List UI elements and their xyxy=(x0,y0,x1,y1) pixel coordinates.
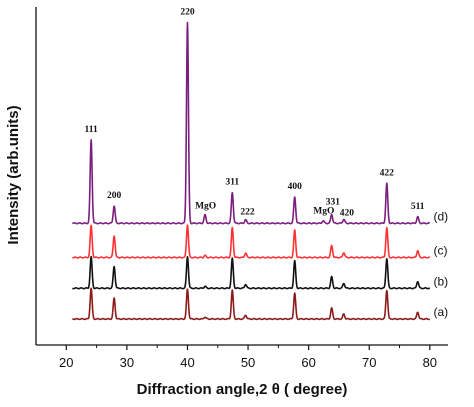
x-tick-label: 60 xyxy=(301,355,315,370)
series-label-c: (c) xyxy=(433,244,447,258)
series-line-b xyxy=(71,255,431,290)
peak-label-111: 111 xyxy=(85,125,98,135)
series-layer xyxy=(71,21,431,321)
peak-label-511: 511 xyxy=(411,202,425,212)
x-tick-label: 80 xyxy=(423,355,437,370)
peak-label-420: 420 xyxy=(340,208,355,218)
series-line-d xyxy=(71,21,431,225)
series-label-a: (a) xyxy=(433,305,448,319)
peak-label-220: 220 xyxy=(180,7,195,17)
peak-label-mgo: MgO xyxy=(313,206,334,216)
peak-label-222: 222 xyxy=(240,208,255,218)
series-line-a xyxy=(71,287,431,321)
peak-label-331: 331 xyxy=(326,197,341,207)
x-axis-ticks: 20 30 40 50 60 70 80 xyxy=(59,345,437,370)
x-axis-title: Diffraction angle,2 θ ( degree) xyxy=(137,381,348,398)
series-label-b: (b) xyxy=(433,274,448,288)
x-tick-label: 70 xyxy=(362,355,376,370)
series-line-c xyxy=(71,224,431,259)
x-tick-label: 20 xyxy=(59,355,73,370)
peak-label-422: 422 xyxy=(380,169,395,179)
peak-label-400: 400 xyxy=(288,182,303,192)
peak-label-200: 200 xyxy=(107,191,122,201)
x-tick-label: 50 xyxy=(241,355,255,370)
plot-frame xyxy=(35,7,448,346)
x-tick-label: 40 xyxy=(180,355,194,370)
series-labels: (a) (b) (c) (d) xyxy=(433,209,448,319)
y-axis-title: Intensity (arb.units) xyxy=(5,105,22,244)
peak-label-311: 311 xyxy=(225,178,239,188)
x-tick-label: 30 xyxy=(120,355,134,370)
series-label-d: (d) xyxy=(433,209,448,223)
peak-label-mgo: MgO xyxy=(195,201,216,211)
